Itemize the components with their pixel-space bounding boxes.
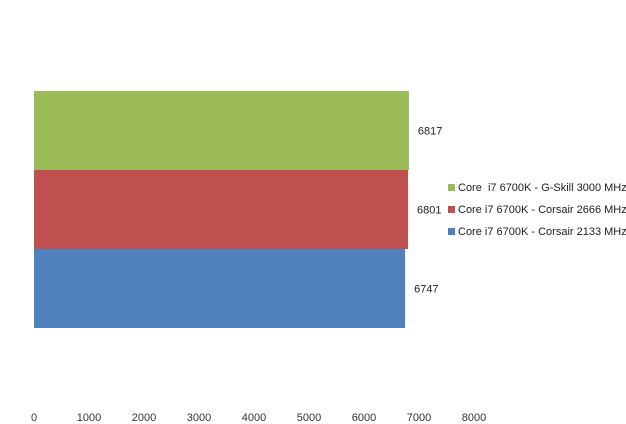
data-label-0: 6817 xyxy=(418,126,442,138)
legend-swatch-1 xyxy=(448,206,455,213)
x-tick-label-3: 3000 xyxy=(187,412,211,424)
legend-label-0: Core i7 6700K - G-Skill 3000 MHz xyxy=(458,182,626,194)
x-tick-label-5: 5000 xyxy=(297,412,321,424)
x-axis-ticks: 0 1000 2000 3000 4000 5000 6000 7000 8000 xyxy=(31,412,486,424)
legend-item-1: Core i7 6700K - Corsair 2666 MHz xyxy=(448,204,626,216)
x-tick-label-8: 8000 xyxy=(462,412,486,424)
x-tick-label-7: 7000 xyxy=(407,412,431,424)
legend: Core i7 6700K - G-Skill 3000 MHz Core i7 … xyxy=(448,182,626,238)
x-tick-label-1: 1000 xyxy=(77,412,101,424)
bar-0 xyxy=(34,91,409,170)
bar-2 xyxy=(34,249,406,328)
x-tick-label-4: 4000 xyxy=(242,412,266,424)
legend-swatch-2 xyxy=(448,228,455,235)
data-labels-group: 6817 6801 6747 xyxy=(414,126,442,296)
legend-item-0: Core i7 6700K - G-Skill 3000 MHz xyxy=(448,182,626,194)
legend-swatch-0 xyxy=(448,184,455,191)
x-tick-label-6: 6000 xyxy=(352,412,376,424)
x-tick-label-2: 2000 xyxy=(132,412,156,424)
legend-label-2: Core i7 6700K - Corsair 2133 MHz xyxy=(458,226,626,238)
bars-group xyxy=(34,91,409,328)
bar-1 xyxy=(34,170,409,249)
legend-label-1: Core i7 6700K - Corsair 2666 MHz xyxy=(458,204,626,216)
data-label-2: 6747 xyxy=(414,284,438,296)
data-label-1: 6801 xyxy=(417,205,441,217)
x-tick-label-0: 0 xyxy=(31,412,37,424)
legend-item-2: Core i7 6700K - Corsair 2133 MHz xyxy=(448,226,626,238)
